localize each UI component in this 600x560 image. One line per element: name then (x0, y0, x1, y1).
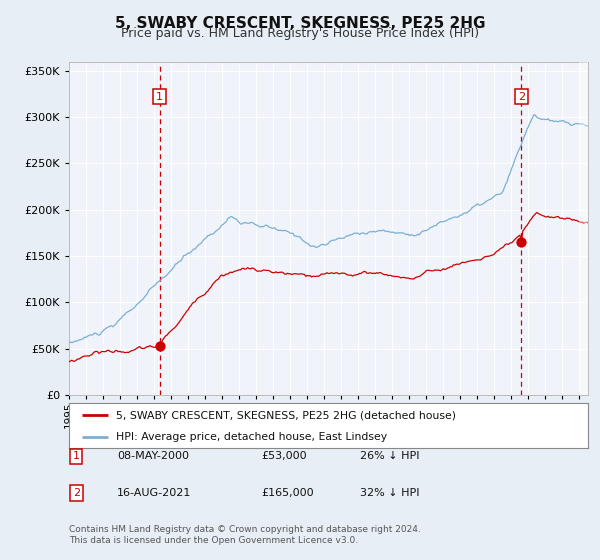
Text: £53,000: £53,000 (261, 451, 307, 461)
Text: 1: 1 (73, 451, 80, 461)
Text: 5, SWABY CRESCENT, SKEGNESS, PE25 2HG: 5, SWABY CRESCENT, SKEGNESS, PE25 2HG (115, 16, 485, 31)
Text: 08-MAY-2000: 08-MAY-2000 (117, 451, 189, 461)
Text: Contains HM Land Registry data © Crown copyright and database right 2024.
This d: Contains HM Land Registry data © Crown c… (69, 525, 421, 545)
Text: Price paid vs. HM Land Registry's House Price Index (HPI): Price paid vs. HM Land Registry's House … (121, 27, 479, 40)
Text: 5, SWABY CRESCENT, SKEGNESS, PE25 2HG (detached house): 5, SWABY CRESCENT, SKEGNESS, PE25 2HG (d… (116, 410, 456, 421)
Text: 2: 2 (518, 92, 525, 101)
Point (155, 341, 164, 350)
Text: 26% ↓ HPI: 26% ↓ HPI (360, 451, 419, 461)
Text: HPI: Average price, detached house, East Lindsey: HPI: Average price, detached house, East… (116, 432, 387, 442)
Text: 1: 1 (156, 92, 163, 101)
Text: 32% ↓ HPI: 32% ↓ HPI (360, 488, 419, 498)
Point (517, 237, 526, 246)
Text: 2: 2 (73, 488, 80, 498)
Text: £165,000: £165,000 (261, 488, 314, 498)
Text: 16-AUG-2021: 16-AUG-2021 (117, 488, 191, 498)
Bar (580, 62, 588, 395)
